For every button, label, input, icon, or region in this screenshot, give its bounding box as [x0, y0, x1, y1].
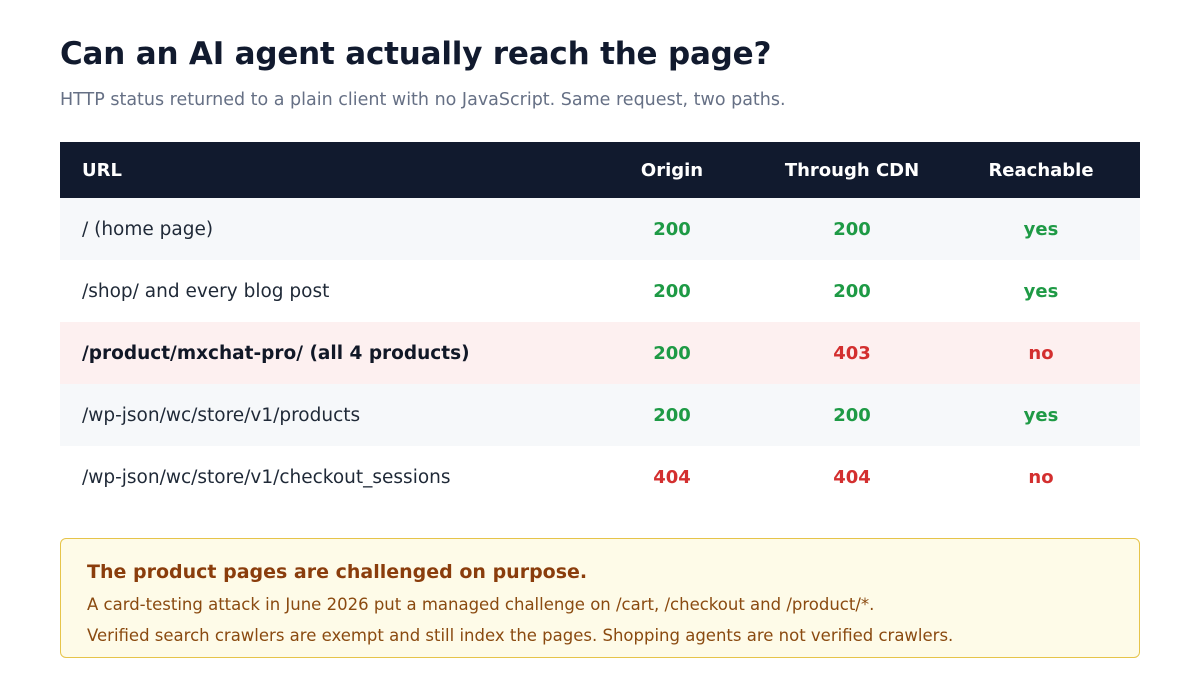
table-header: URL Origin Through CDN Reachable — [60, 142, 1140, 198]
page-subtitle: HTTP status returned to a plain client w… — [60, 90, 786, 110]
cell-reachable: no — [1028, 466, 1054, 488]
header-origin: Origin — [640, 159, 704, 181]
cell-reachable: yes — [1023, 218, 1059, 240]
cell-url: / (home page) — [82, 218, 214, 240]
cell-cdn-status: 200 — [833, 218, 871, 240]
status-table: URL Origin Through CDN Reachable / (home… — [60, 142, 1140, 508]
table-row: /wp-json/wc/store/v1/checkout_sessions 4… — [60, 446, 1140, 508]
table-row: / (home page) 200 200 yes — [60, 198, 1140, 260]
callout-title: The product pages are challenged on purp… — [87, 561, 588, 583]
cell-url: /shop/ and every blog post — [82, 280, 330, 302]
cell-url: /wp-json/wc/store/v1/products — [82, 404, 361, 426]
cell-reachable: yes — [1023, 404, 1059, 426]
header-through-cdn: Through CDN — [784, 159, 920, 181]
cell-reachable: no — [1028, 342, 1054, 364]
cell-origin-status: 200 — [653, 404, 691, 426]
cell-url: /product/mxchat-pro/ (all 4 products) — [82, 342, 470, 364]
cell-origin-status: 404 — [653, 466, 691, 488]
cell-cdn-status: 403 — [833, 342, 871, 364]
table-row-highlighted: /product/mxchat-pro/ (all 4 products) 20… — [60, 322, 1140, 384]
cell-origin-status: 200 — [653, 218, 691, 240]
callout-line: A card-testing attack in June 2026 put a… — [87, 595, 875, 614]
header-url: URL — [82, 159, 122, 181]
cell-reachable: yes — [1023, 280, 1059, 302]
table-row: /shop/ and every blog post 200 200 yes — [60, 260, 1140, 322]
header-reachable: Reachable — [988, 159, 1094, 181]
cell-cdn-status: 200 — [833, 404, 871, 426]
cell-origin-status: 200 — [653, 342, 691, 364]
callout-line: Verified search crawlers are exempt and … — [87, 626, 954, 645]
cell-cdn-status: 404 — [833, 466, 871, 488]
callout-note: The product pages are challenged on purp… — [60, 538, 1140, 658]
cell-origin-status: 200 — [653, 280, 691, 302]
table-row: /wp-json/wc/store/v1/products 200 200 ye… — [60, 384, 1140, 446]
cell-url: /wp-json/wc/store/v1/checkout_sessions — [82, 466, 451, 488]
page: Can an AI agent actually reach the page?… — [60, 34, 1140, 658]
page-title: Can an AI agent actually reach the page? — [60, 36, 772, 72]
cell-cdn-status: 200 — [833, 280, 871, 302]
